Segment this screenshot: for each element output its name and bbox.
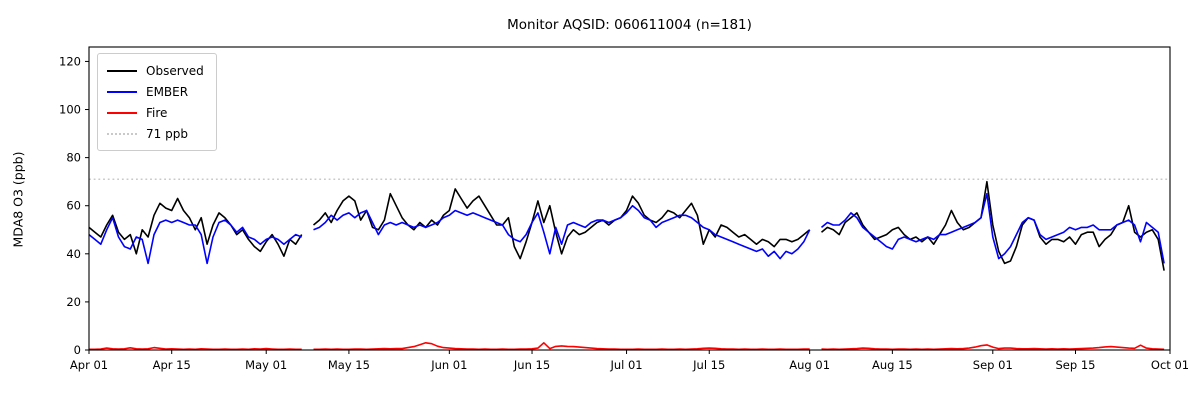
x-tick-label: Jun 15 [513,358,550,372]
axes-frame [88,46,1171,351]
x-tick-label: Sep 15 [1056,358,1096,372]
legend-label: 71 ppb [146,126,188,141]
x-tick-label: Jun 01 [430,358,467,372]
y-tick-label: 120 [59,54,81,68]
legend-item-observed: Observed [107,60,204,81]
x-tick-label: May 15 [328,358,370,372]
legend-line-sample [107,69,137,72]
legend-item-71-ppb: 71 ppb [107,123,204,144]
series-line-observed [88,180,1165,271]
legend: Observed EMBER Fire 71 ppb [97,53,217,151]
chart-title: Monitor AQSID: 060611004 (n=181) [507,17,752,33]
legend-label: Fire [146,105,168,120]
series-line-ember [88,192,1165,265]
x-tick-label: Apr 15 [153,358,191,372]
x-tick-label: Aug 15 [872,358,913,372]
y-tick-label: 80 [66,151,81,165]
y-tick-label: 60 [66,199,81,213]
x-tick-label: May 01 [245,358,287,372]
legend-item-fire: Fire [107,102,204,123]
x-tick-label: Oct 01 [1151,358,1189,372]
legend-label: Observed [146,63,204,78]
x-tick-label: Apr 01 [70,358,108,372]
legend-item-ember: EMBER [107,81,204,102]
legend-line-sample [107,111,137,114]
legend-label: EMBER [146,84,189,99]
legend-line-sample [107,90,137,93]
x-tick-label: Jul 01 [609,358,642,372]
y-tick-label: 100 [59,103,81,117]
y-tick-label: 0 [74,343,81,357]
x-tick-label: Aug 01 [789,358,830,372]
series-line-fire [89,342,1165,351]
y-tick-label: 20 [66,295,81,309]
legend-line-sample [107,132,137,135]
x-tick-label: Jul 15 [692,358,725,372]
y-tick-label: 40 [66,247,81,261]
x-tick-label: Sep 01 [973,358,1013,372]
